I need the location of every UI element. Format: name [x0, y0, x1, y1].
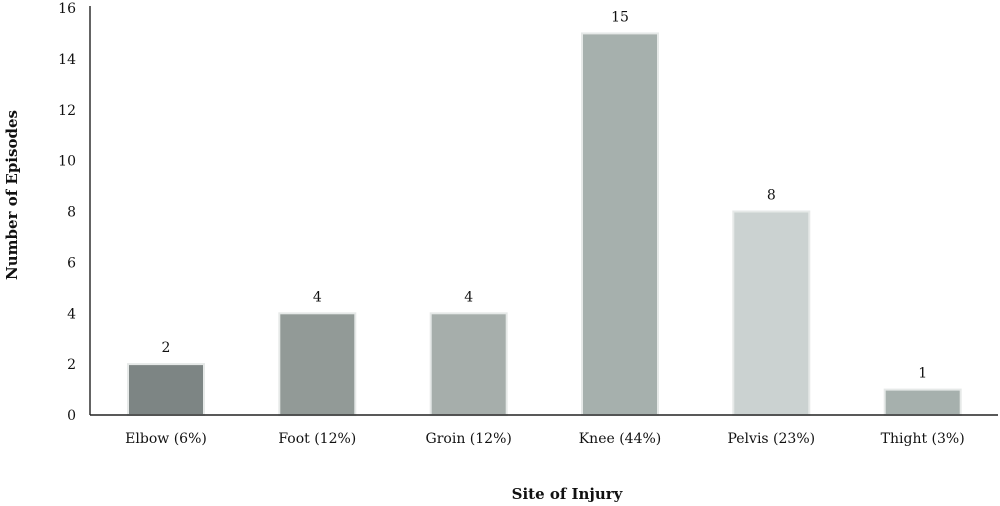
y-tick-labels-group: 0 2 4 6 8 10 12 14 16 [58, 1, 76, 424]
bar-groin [429, 312, 508, 417]
y-tick-label-12: 12 [58, 103, 76, 119]
y-tick-label-6: 6 [67, 255, 76, 271]
data-label-foot: 4 [313, 289, 322, 305]
data-labels-group: 2 4 4 15 8 1 [162, 9, 928, 381]
data-label-elbow: 2 [162, 340, 171, 356]
x-tick-label-foot: Foot (12%) [278, 431, 356, 447]
y-tick-label-10: 10 [58, 154, 76, 170]
x-axis-title: Site of Injury [512, 485, 624, 503]
y-tick-label-2: 2 [67, 357, 76, 373]
x-tick-label-pelvis: Pelvis (23%) [727, 431, 815, 447]
x-tick-label-thight: Thight (3%) [881, 431, 965, 447]
bar-elbow [127, 363, 205, 417]
y-tick-label-8: 8 [67, 205, 76, 221]
y-tick-label-14: 14 [58, 52, 76, 68]
bars-group [127, 32, 962, 417]
bar-thight [883, 388, 962, 417]
bar-pelvis [732, 210, 811, 416]
y-tick-label-4: 4 [67, 306, 76, 322]
data-label-thight: 1 [918, 366, 927, 382]
data-label-knee: 15 [611, 9, 629, 25]
x-tick-labels-group: Elbow (6%) Foot (12%) Groin (12%) Knee (44%… [125, 431, 965, 447]
data-label-groin: 4 [464, 289, 473, 305]
y-tick-label-16: 16 [58, 1, 76, 17]
y-tick-label-0: 0 [67, 408, 76, 424]
x-tick-label-groin: Groin (12%) [426, 431, 512, 447]
x-tick-label-knee: Knee (44%) [579, 431, 662, 447]
bar-foot [278, 312, 357, 417]
bar-knee [581, 32, 659, 417]
x-tick-label-elbow: Elbow (6%) [125, 431, 207, 447]
y-axis-title: Number of Episodes [3, 110, 21, 280]
data-label-pelvis: 8 [767, 188, 776, 204]
